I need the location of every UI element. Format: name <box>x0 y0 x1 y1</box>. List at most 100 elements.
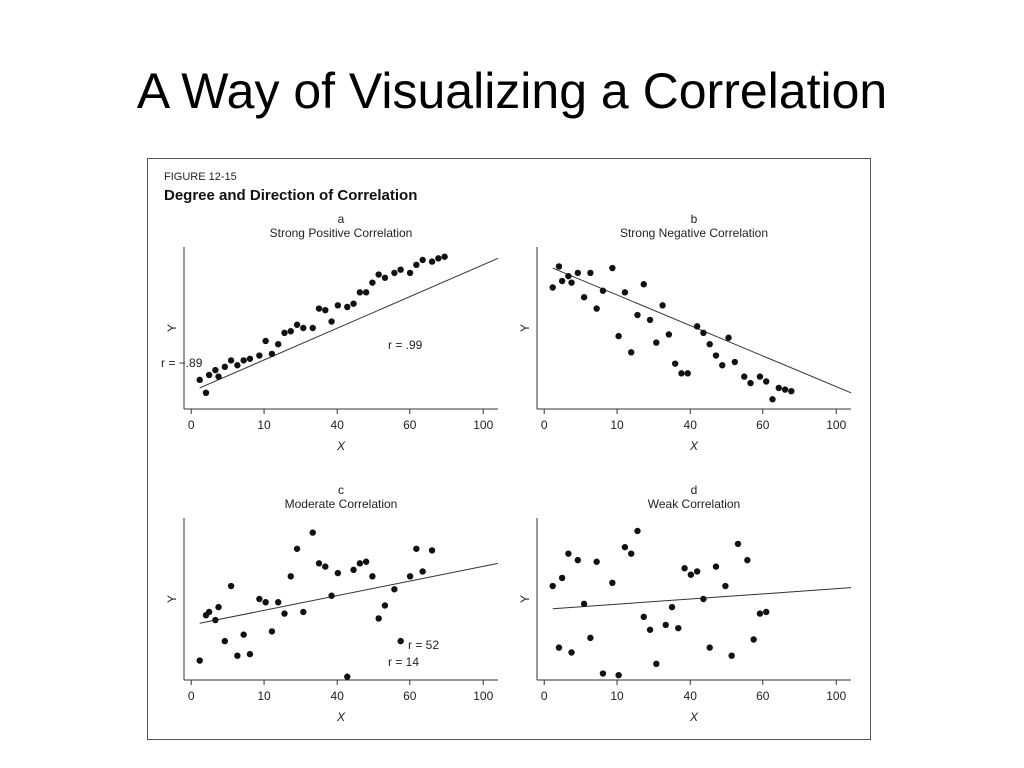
data-point <box>599 670 607 677</box>
data-point <box>328 318 335 325</box>
data-point <box>728 652 735 659</box>
data-point <box>256 352 263 359</box>
data-point <box>356 289 364 296</box>
x-axis-label: X <box>336 710 346 724</box>
panel-letter: b <box>691 212 698 226</box>
data-point <box>240 357 247 364</box>
data-point <box>653 339 660 346</box>
x-tick-label: 0 <box>541 689 548 703</box>
data-point <box>369 279 376 286</box>
data-point <box>344 303 351 311</box>
data-point <box>769 396 776 403</box>
data-point <box>775 384 782 392</box>
data-point <box>350 566 357 574</box>
data-point <box>309 529 316 536</box>
data-point <box>227 357 235 364</box>
figure-label: FIGURE 12-15 <box>164 171 237 183</box>
x-tick-label: 10 <box>257 689 271 703</box>
data-point <box>381 602 389 609</box>
data-point <box>693 568 701 575</box>
data-point <box>763 378 770 385</box>
data-point <box>215 373 222 380</box>
x-tick-label: 40 <box>684 418 698 432</box>
data-point <box>300 608 307 616</box>
data-point <box>221 637 229 645</box>
data-point <box>344 673 351 680</box>
data-point <box>781 386 789 393</box>
data-point <box>202 389 210 396</box>
trend-line <box>199 562 499 624</box>
data-point <box>646 626 654 633</box>
data-point <box>391 586 398 593</box>
data-point <box>693 323 701 330</box>
data-point <box>256 595 263 603</box>
x-tick-label: 10 <box>610 418 624 432</box>
data-point <box>722 582 729 590</box>
data-point <box>205 371 213 379</box>
data-point <box>205 608 213 616</box>
data-point <box>428 547 436 554</box>
data-point <box>413 545 420 552</box>
y-axis-label: Y <box>165 324 179 332</box>
data-point <box>334 569 342 577</box>
data-point <box>565 550 572 557</box>
data-point <box>700 595 707 603</box>
y-axis-label: Y <box>518 595 532 603</box>
data-point <box>646 316 654 324</box>
data-point <box>221 363 229 371</box>
data-point <box>212 366 219 374</box>
data-point <box>621 543 629 551</box>
data-point <box>747 379 754 387</box>
panel-title: Strong Positive Correlation <box>270 226 413 240</box>
data-point <box>662 621 669 629</box>
data-point <box>309 324 316 332</box>
data-point <box>615 671 622 679</box>
panel-letter: c <box>338 483 344 497</box>
panel-title: Weak Correlation <box>648 497 740 511</box>
data-point <box>227 582 235 590</box>
data-point <box>549 284 556 291</box>
data-point <box>587 269 594 277</box>
correlation-label: r = 14 <box>388 655 419 669</box>
data-point <box>706 341 713 348</box>
x-tick-label: 100 <box>473 418 493 432</box>
data-point <box>234 362 241 369</box>
data-point <box>397 266 404 273</box>
correlation-label: r = −.89 <box>161 356 203 370</box>
x-tick-label: 100 <box>826 418 846 432</box>
data-point <box>287 573 294 580</box>
data-point <box>675 624 682 632</box>
data-point <box>268 350 276 358</box>
panel-title: Moderate Correlation <box>285 497 398 511</box>
data-point <box>555 644 563 651</box>
data-point <box>428 258 436 265</box>
data-point <box>375 271 382 278</box>
data-point <box>381 274 389 281</box>
data-point <box>609 264 616 272</box>
data-point <box>668 603 676 611</box>
data-point <box>435 255 442 262</box>
data-point <box>744 556 751 564</box>
data-point <box>634 527 641 535</box>
data-point <box>406 573 414 580</box>
data-point <box>593 305 600 312</box>
data-point <box>397 637 404 645</box>
data-point <box>558 574 566 582</box>
data-point <box>788 387 795 395</box>
data-point <box>621 289 629 296</box>
data-point <box>665 331 673 338</box>
data-point <box>196 657 203 664</box>
data-point <box>419 256 426 264</box>
data-point <box>240 631 247 638</box>
x-tick-label: 60 <box>756 689 770 703</box>
data-point <box>687 571 695 578</box>
data-point <box>275 341 282 348</box>
data-point <box>741 373 748 380</box>
data-point <box>640 281 647 288</box>
panel-letter: d <box>691 483 698 497</box>
x-axis-label: X <box>689 710 699 724</box>
data-point <box>640 613 647 621</box>
data-point <box>615 332 622 340</box>
data-point <box>293 321 301 328</box>
x-tick-label: 0 <box>188 689 195 703</box>
